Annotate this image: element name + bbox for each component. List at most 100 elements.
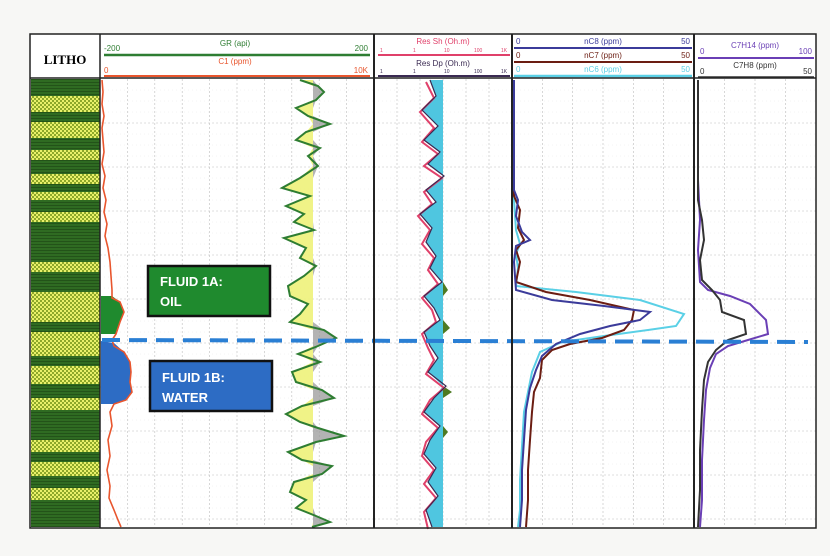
track2-header: Res Sh (Oh.m) 1 1 10 100 1K Res Dp (Oh.m… [378,37,510,77]
c7h8-curve-name: C7H8 (ppm) [733,61,777,70]
res-dp-tick-3: 100 [474,69,483,75]
track4-grid [694,79,816,527]
c7h14-scale-min: 0 [700,47,705,56]
res-sh-scale: 1 1 10 100 1K [380,48,508,54]
res-sh-tick-2: 10 [444,48,450,54]
c1-curve [101,79,133,528]
track4-header: C7H14 (ppm) 0 100 C7H8 (ppm) 0 50 [698,41,814,78]
litho-band-sand [31,174,100,184]
litho-band-sand [31,440,100,452]
litho-bands [31,79,100,527]
litho-band-sand [31,332,100,356]
nc6-curve-name: nC6 (ppm) [584,65,622,74]
fluid-1b-title: FLUID 1B: [162,370,225,385]
litho-band-shale [31,272,100,292]
litho-band-sand [31,488,100,500]
fluid-1b-label: FLUID 1B: WATER [148,359,274,413]
litho-band-sand [31,212,100,222]
nc7-curve-name: nC7 (ppm) [584,51,622,60]
nc7-scale-min: 0 [516,51,521,60]
nc7-curve [513,80,636,528]
gr-scale-max: 200 [355,44,369,53]
water-zone-fill [101,341,132,404]
gr-shale-fill [313,80,344,527]
litho-title: LITHO [44,52,87,67]
litho-band-shale [31,452,100,462]
nc6-scale-min: 0 [516,65,521,74]
litho-band-sand [31,192,100,200]
track3-header: nC8 (ppm) 0 50 nC7 (ppm) 0 50 nC6 (ppm) … [514,37,692,78]
track1-curves [101,79,348,528]
fluid-1a-title: FLUID 1A: [160,274,223,289]
c1-scale-min: 0 [104,66,109,75]
res-sh-tick-4: 1K [501,48,508,54]
litho-band-sand [31,262,100,272]
res-separation-fill-cyan [420,80,443,527]
litho-band-shale [31,138,100,150]
litho-band-shale [31,160,100,174]
res-dp-curve [419,79,447,528]
litho-band-sand [31,462,100,476]
nc6-scale-max: 50 [681,65,690,74]
track2-curves [416,79,452,530]
outer-frame [29,33,817,529]
litho-band-sand [31,122,100,138]
litho-band-shale [31,476,100,488]
res-sh-tick-3: 100 [474,48,483,54]
c7h8-scale-max: 50 [803,67,812,76]
litho-column: LITHO [31,52,100,527]
nc8-scale-max: 50 [681,37,690,46]
fluid-1a-label: FLUID 1A: OIL [146,264,272,318]
track3-curves [512,80,686,528]
litho-band-shale [31,356,100,366]
track4-curves [696,80,770,528]
gr-scale-min: -200 [104,44,121,53]
c1-curve-name: C1 (ppm) [218,57,252,66]
res-sh-curve [416,81,446,530]
res-sh-tick-0: 1 [380,48,383,54]
gr-curve [279,79,348,528]
litho-band-sand [31,366,100,384]
litho-band-sand [31,150,100,160]
res-dp-curve-name: Res Dp (Oh.m) [416,59,470,68]
litho-band-shale [31,79,100,96]
res-dp-tick-1: 1 [413,69,416,75]
c7h8-scale-min: 0 [700,67,705,76]
track1-header: GR (api) -200 200 C1 (ppm) 0 10K [104,39,370,77]
gr-curve-name: GR (api) [220,39,251,48]
fluid-1a-box [146,264,272,318]
res-sh-curve-name: Res Sh (Oh.m) [416,37,470,46]
litho-band-sand [31,398,100,410]
nc8-curve [512,80,653,528]
litho-band-sand [31,96,100,112]
c7h14-scale-max: 100 [799,47,813,56]
oil-zone-fill [101,296,124,334]
nc8-curve-name: nC8 (ppm) [584,37,622,46]
fluid-1a-type: OIL [160,294,182,309]
c7h14-curve-name: C7H14 (ppm) [731,41,779,50]
litho-band-shale [31,322,100,332]
track-frames [29,33,817,529]
c7h8-curve [697,80,748,528]
litho-band-shale [31,222,100,262]
litho-band-shale [31,410,100,440]
c1-scale-max: 10K [354,66,369,75]
res-dp-scale: 1 1 10 100 1K [380,69,508,75]
litho-band-shale [31,500,100,527]
litho-band-sand [31,292,100,322]
res-dp-tick-0: 1 [380,69,383,75]
litho-band-shale [31,384,100,398]
nc7-scale-max: 50 [681,51,690,60]
res-dp-tick-2: 10 [444,69,450,75]
litho-band-shale [31,184,100,192]
nc8-scale-min: 0 [516,37,521,46]
res-dp-tick-4: 1K [501,69,508,75]
c7h14-curve [696,80,770,528]
fluid-1b-box [148,359,274,413]
res-sh-tick-1: 1 [413,48,416,54]
litho-band-shale [31,112,100,122]
litho-band-shale [31,200,100,212]
fluid-contact-line [101,338,809,344]
fluid-1b-type: WATER [162,390,209,405]
